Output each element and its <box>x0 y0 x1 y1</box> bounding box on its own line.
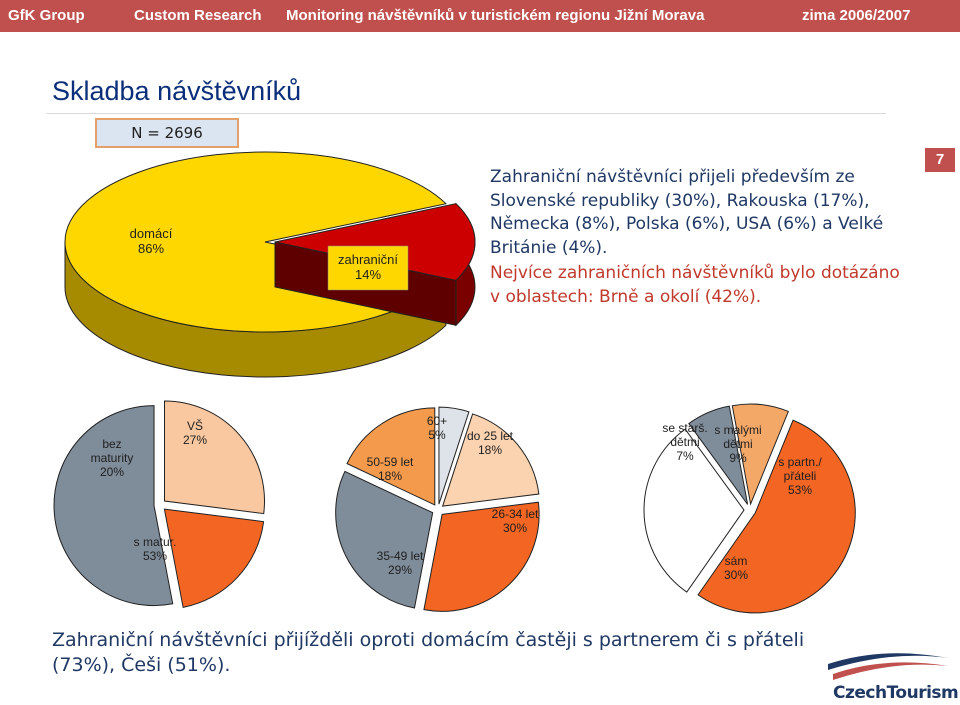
header-bar: GfK Group Custom Research Monitoring náv… <box>0 0 960 32</box>
age-pie-slice-3 <box>335 470 434 609</box>
age-pie-slice-4 <box>346 407 436 506</box>
education-pie-label-2: s matur. 53% <box>134 535 177 563</box>
logo-text: CzechTourism <box>833 683 959 703</box>
education-pie-slice-2 <box>53 405 174 607</box>
company-pie-label-0: se starš. dětmi 7% <box>662 421 707 463</box>
company-name: GfK Group <box>8 7 85 24</box>
age-pie-label-2: 26-34 let 30% <box>492 507 539 535</box>
company-pie-slice-1 <box>731 403 790 506</box>
company-pie-label-1: s malými dětmi 9% <box>714 423 761 465</box>
company-pie-label-3: sám 30% <box>724 554 748 582</box>
period-label: zima 2006/2007 <box>802 7 911 24</box>
summary-text: Zahraniční návštěvníci přijeli především… <box>490 166 910 309</box>
education-pie-slice-0 <box>164 400 265 515</box>
company-pie-slice-2 <box>697 419 856 614</box>
label-domestic: domácí 86% <box>130 226 173 256</box>
age-pie-slice-0 <box>438 406 470 505</box>
title-divider <box>46 113 886 114</box>
sample-size-box: N = 2696 <box>95 118 239 148</box>
age-pie-slice-2 <box>423 501 540 612</box>
age-pie-slice-1 <box>441 413 540 507</box>
age-pie-label-0: 60+ 5% <box>427 414 447 442</box>
education-pie-slice-1 <box>163 508 265 608</box>
page-title: Skladba návštěvníků <box>52 76 302 106</box>
bottom-summary: Zahraniční návštěvníci přijížděli oproti… <box>52 629 805 676</box>
page-number: 7 <box>925 148 955 172</box>
project-title: Monitoring návštěvníků v turistickém reg… <box>286 7 705 24</box>
age-pie-label-4: 50-59 let 18% <box>367 455 414 483</box>
czechtourism-logo-icon <box>828 653 948 680</box>
company-pie-slice-0 <box>688 405 749 505</box>
education-pie-label-1: bez maturity 20% <box>91 437 134 479</box>
company-pie-label-2: s partn./přáteli 53% <box>778 455 822 497</box>
label-bg-foreign <box>327 245 409 291</box>
label-bg-domestic <box>116 220 186 264</box>
age-pie-label-1: do 25 let 18% <box>467 429 514 457</box>
label-foreign: zahraniční 14% <box>338 252 398 282</box>
division-name: Custom Research <box>134 7 262 24</box>
education-pie-label-0: VŠ 27% <box>183 418 207 447</box>
summary-line-1: Zahraniční návštěvníci přijeli především… <box>490 167 884 258</box>
summary-line-2: Nejvíce zahraničních návštěvníků bylo do… <box>490 263 900 307</box>
age-pie-label-3: 35-49 let 29% <box>377 549 424 577</box>
company-pie-slice-3 <box>643 428 745 593</box>
pie-foreign-top <box>274 203 476 281</box>
